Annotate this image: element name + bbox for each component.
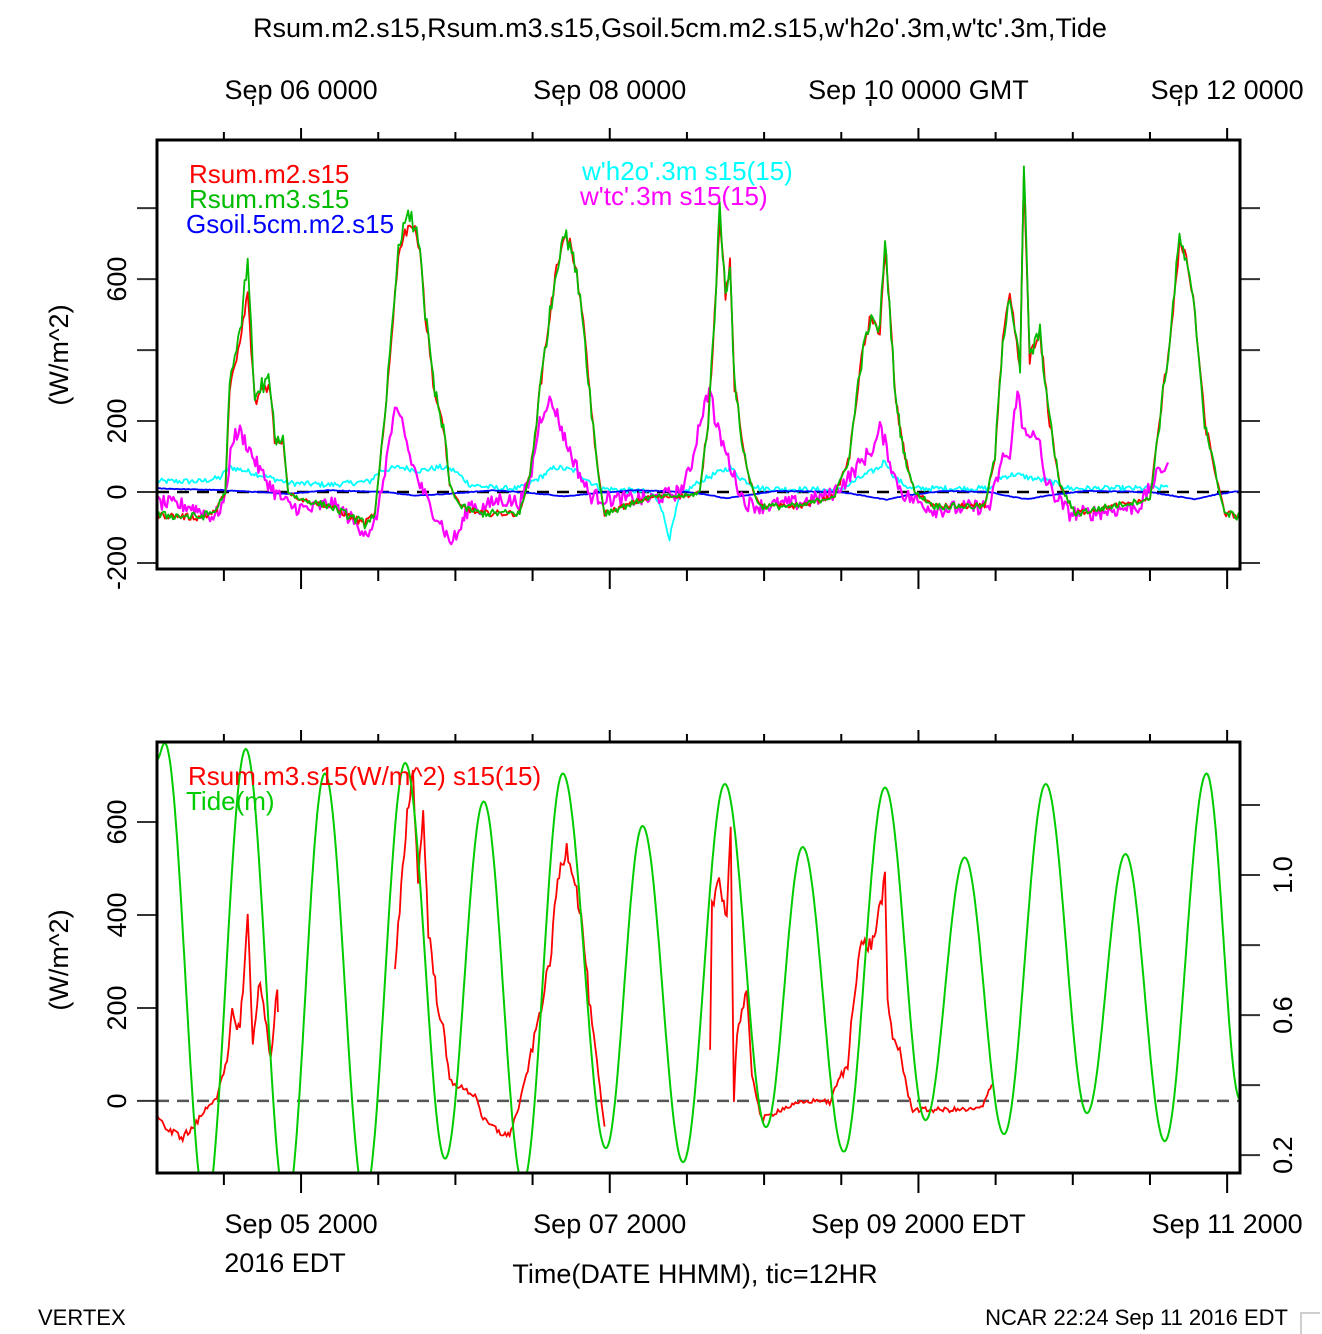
top-panel-ticks: -200 0 200 600 Sep 06 0000 Sep 08 0000 Sep 10 … xyxy=(102,75,1304,590)
footer-right: NCAR 22:24 Sep 11 2016 EDT xyxy=(985,1305,1288,1330)
x-tick-label-edt: Sep 05 2000 xyxy=(224,1209,377,1239)
y-tick-label: 200 xyxy=(102,985,132,1030)
bottom-panel-series xyxy=(157,742,1240,1173)
top-y-axis-label: (W/m^2) xyxy=(44,304,74,405)
y-tick-label: 0 xyxy=(102,484,132,499)
year-label: 2016 EDT xyxy=(224,1248,346,1278)
series-line-gsoil-5cm-m2-s15 xyxy=(157,487,1240,501)
legend-wtc: w'tc'.3m s15(15) xyxy=(579,181,768,211)
series-line-rsum-m3-bottom xyxy=(394,769,606,1139)
y2-tick-label: 0.6 xyxy=(1268,996,1298,1034)
series-line-w-tc-3m-s15-15- xyxy=(157,387,1170,546)
legend-wh2o: w'h2o'.3m s15(15) xyxy=(581,156,793,186)
legend-rsum-m3-bottom: Rsum.m3.s15(W/m^2) s15(15) xyxy=(188,761,541,791)
series-line-rsum-m3-s15 xyxy=(157,165,1240,530)
x-axis-label: Time(DATE HHMM), tic=12HR xyxy=(512,1259,877,1289)
x-tick-label-gmt: Sep 06 0000 xyxy=(224,75,377,105)
bottom-panel-frame xyxy=(155,740,1242,1175)
y2-tick-label: 1.0 xyxy=(1268,856,1298,894)
y-tick-label: 0 xyxy=(102,1093,132,1108)
x-tick-label-edt: Sep 07 2000 xyxy=(533,1209,686,1239)
window-corner-mark xyxy=(1300,1312,1320,1334)
legend-tide: Tide(m) xyxy=(186,786,275,816)
series-line-rsum-m3-bottom xyxy=(709,826,993,1124)
chart-title: Rsum.m2.s15,Rsum.m3.s15,Gsoil.5cm.m2.s15… xyxy=(253,13,1107,43)
x-tick-label-gmt: Sep 08 0000 xyxy=(533,75,686,105)
bottom-panel-ticks: 0 200 400 600 Sep 05 2000 Sep 07 2000 Sep 09 2… xyxy=(102,730,1303,1239)
y-tick-label: 600 xyxy=(102,799,132,844)
x-tick-label-gmt: Sep 10 0000 GMT xyxy=(808,75,1029,105)
footer-left: VERTEX xyxy=(38,1305,126,1330)
top-panel-frame xyxy=(155,138,1242,571)
top-panel-series xyxy=(157,165,1240,546)
x-tick-label-edt: Sep 11 2000 xyxy=(1152,1209,1303,1239)
y-tick-label: 600 xyxy=(102,257,132,302)
legend-gsoil: Gsoil.5cm.m2.s15 xyxy=(186,209,394,239)
series-line-w-h2o-3m-s15-15- xyxy=(157,459,1169,542)
x-tick-label-edt: Sep 09 2000 EDT xyxy=(811,1209,1026,1239)
series-line-tide xyxy=(157,742,1240,1173)
legend-rsum-m2: Rsum.m2.s15 xyxy=(189,159,349,189)
bottom-panel: 0 200 400 600 Sep 05 2000 Sep 07 2000 Sep 09 2… xyxy=(44,730,1303,1289)
y-tick-label: -200 xyxy=(102,536,132,590)
x-tick-label-gmt: Sep 12 0000 xyxy=(1151,75,1304,105)
legend-rsum-m3: Rsum.m3.s15 xyxy=(189,184,349,214)
y-tick-label: 400 xyxy=(102,892,132,937)
y-tick-label: 200 xyxy=(102,399,132,444)
top-panel: -200 0 200 600 Sep 06 0000 Sep 08 0000 Sep 10 … xyxy=(44,75,1304,590)
bottom-y-axis-label: (W/m^2) xyxy=(44,909,74,1010)
y2-tick-label: 0.2 xyxy=(1268,1136,1298,1174)
